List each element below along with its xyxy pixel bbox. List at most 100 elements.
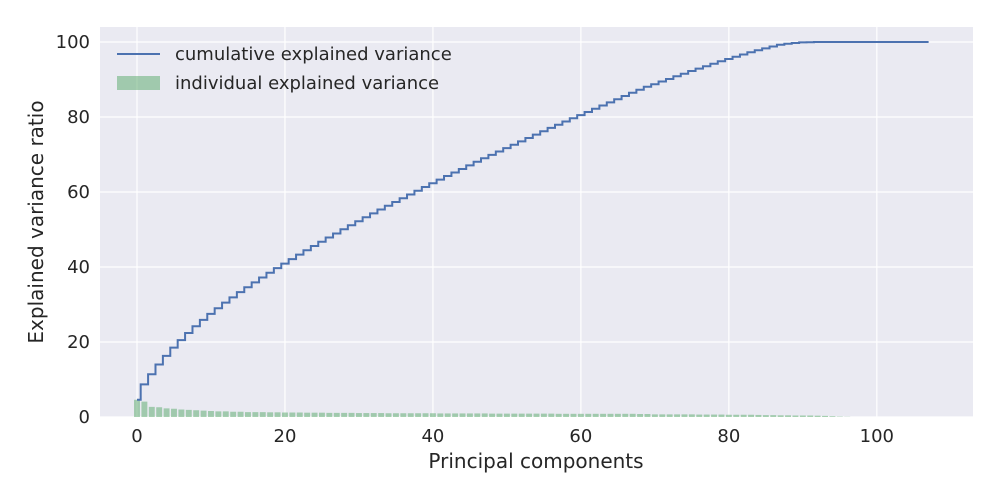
individual-variance-bar xyxy=(681,414,688,417)
individual-variance-bar xyxy=(134,399,140,417)
individual-variance-bar xyxy=(822,415,828,417)
individual-variance-bar xyxy=(163,408,170,417)
x-tick-label: 40 xyxy=(421,426,444,447)
individual-variance-bar xyxy=(799,415,806,417)
individual-variance-bar xyxy=(585,413,592,417)
individual-variance-bar xyxy=(666,414,673,417)
x-tick-labels: 0 20 40 60 80 100 xyxy=(131,426,894,447)
individual-variance-bar xyxy=(289,412,296,417)
legend: cumulative explained variance individual… xyxy=(117,44,452,94)
individual-variance-bar xyxy=(326,412,333,417)
y-tick-label: 100 xyxy=(56,32,90,53)
plot-background xyxy=(100,27,973,417)
individual-variance-bar xyxy=(725,414,732,417)
x-tick-label: 80 xyxy=(717,426,740,447)
individual-variance-bar xyxy=(629,413,636,417)
individual-variance-bar xyxy=(392,413,399,417)
individual-variance-bar xyxy=(570,413,577,417)
individual-variance-bar xyxy=(452,413,459,417)
individual-variance-bar xyxy=(511,413,518,417)
individual-variance-bar xyxy=(755,414,762,417)
individual-variance-bar xyxy=(659,414,666,417)
individual-variance-bars xyxy=(134,399,851,417)
individual-variance-bar xyxy=(459,413,466,417)
individual-variance-bar xyxy=(407,413,414,417)
y-axis-label: Explained variance ratio xyxy=(24,100,48,343)
individual-variance-bar xyxy=(281,412,288,417)
individual-variance-bar xyxy=(200,410,207,417)
individual-variance-bar xyxy=(156,407,163,417)
individual-variance-bar xyxy=(333,412,340,417)
individual-variance-bar xyxy=(814,415,821,417)
individual-variance-bar xyxy=(526,413,533,417)
y-tick-labels: 0 20 40 60 80 100 xyxy=(56,32,90,428)
individual-variance-bar xyxy=(688,414,695,417)
individual-variance-bar xyxy=(829,416,836,417)
individual-variance-bar xyxy=(422,413,429,417)
individual-variance-bar xyxy=(148,406,155,417)
individual-variance-bar xyxy=(141,401,148,417)
individual-variance-bar xyxy=(592,413,599,417)
individual-variance-bar xyxy=(600,413,607,417)
individual-variance-bar xyxy=(770,415,777,417)
y-tick-label: 20 xyxy=(67,332,90,353)
y-tick-label: 0 xyxy=(79,407,90,428)
legend-individual-label: individual explained variance xyxy=(175,73,439,94)
individual-variance-bar xyxy=(245,412,251,417)
individual-variance-bar xyxy=(577,413,584,417)
x-tick-label: 100 xyxy=(860,426,894,447)
individual-variance-bar xyxy=(378,413,385,417)
individual-variance-bar xyxy=(540,413,547,417)
individual-variance-bar xyxy=(355,413,362,417)
individual-variance-bar xyxy=(178,409,185,417)
individual-variance-bar xyxy=(466,413,473,417)
individual-variance-bar xyxy=(555,413,562,417)
individual-variance-bar xyxy=(607,413,614,417)
individual-variance-bar xyxy=(185,409,192,417)
individual-variance-bar xyxy=(348,412,355,417)
individual-variance-bar xyxy=(193,410,200,417)
individual-variance-bar xyxy=(489,413,496,417)
individual-variance-bar xyxy=(740,414,747,417)
individual-variance-bar xyxy=(208,411,214,417)
individual-variance-bar xyxy=(696,414,703,417)
individual-variance-bar xyxy=(792,415,799,417)
individual-variance-bar xyxy=(496,413,503,417)
individual-variance-bar xyxy=(267,412,274,417)
individual-variance-bar xyxy=(385,413,392,417)
individual-variance-bar xyxy=(400,413,407,417)
individual-variance-bar xyxy=(637,414,644,417)
y-tick-label: 60 xyxy=(67,182,90,203)
x-tick-label: 0 xyxy=(131,426,142,447)
individual-variance-bar xyxy=(474,413,481,417)
individual-variance-bar xyxy=(785,415,792,417)
individual-variance-bar xyxy=(548,413,555,417)
individual-variance-bar xyxy=(622,413,629,417)
individual-variance-bar xyxy=(563,413,570,417)
individual-variance-bar xyxy=(215,411,222,417)
legend-individual-swatch xyxy=(117,76,160,90)
individual-variance-bar xyxy=(533,413,540,417)
individual-variance-bar xyxy=(503,413,510,417)
individual-variance-bar xyxy=(171,408,177,417)
individual-variance-bar xyxy=(644,414,651,417)
individual-variance-bar xyxy=(252,412,259,417)
individual-variance-bar xyxy=(363,413,370,417)
individual-variance-bar xyxy=(370,413,377,417)
individual-variance-bar xyxy=(711,414,718,417)
individual-variance-bar xyxy=(415,413,422,417)
individual-variance-bar xyxy=(311,412,318,417)
x-tick-label: 20 xyxy=(274,426,297,447)
individual-variance-bar xyxy=(304,412,311,417)
x-axis-label: Principal components xyxy=(428,449,643,473)
individual-variance-bar xyxy=(762,415,769,417)
individual-variance-bar xyxy=(230,411,237,417)
individual-variance-bar xyxy=(651,414,658,417)
cumulative-variance-line xyxy=(136,41,929,401)
individual-variance-bar xyxy=(481,413,488,417)
individual-variance-bar xyxy=(274,412,281,417)
individual-variance-bar xyxy=(318,412,325,417)
individual-variance-bar xyxy=(341,412,348,417)
individual-variance-bar xyxy=(614,413,621,417)
